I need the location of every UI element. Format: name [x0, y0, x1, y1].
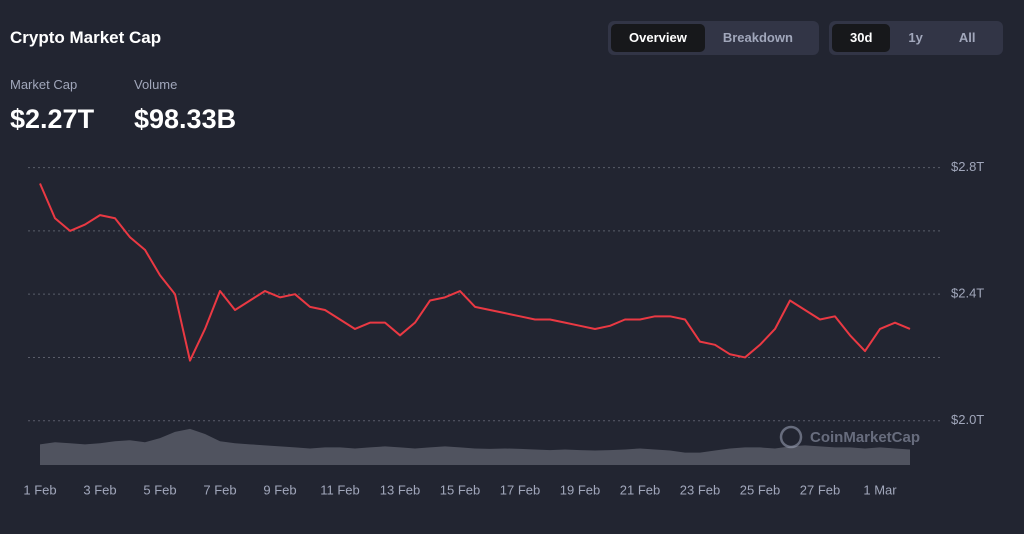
stat: Market Cap $2.27T [10, 77, 94, 135]
volume-area [40, 428, 910, 465]
x-tick-label: 3 Feb [83, 482, 116, 497]
watermark-text: CoinMarketCap [810, 429, 920, 446]
stat-label: Volume [134, 77, 178, 92]
stat-value: $2.27T [10, 104, 95, 134]
x-tick-label: 1 Mar [863, 482, 897, 497]
range-button[interactable]: 30d [832, 24, 891, 52]
watermark: CoinMarketCap [779, 425, 920, 449]
x-tick-label: 27 Feb [800, 482, 840, 497]
tab[interactable]: Overview [611, 24, 705, 52]
y-tick-label: $2.0T [951, 412, 984, 427]
range-button[interactable]: All [958, 30, 976, 45]
x-tick-label: 21 Feb [620, 482, 660, 497]
widget-title: Crypto Market Cap [10, 28, 162, 47]
watermark-logo [779, 425, 803, 449]
x-tick-label: 1 Feb [23, 482, 56, 497]
stat: Volume $98.33B [134, 77, 236, 135]
x-tick-label: 23 Feb [680, 482, 720, 497]
y-tick-label: $2.8T [951, 159, 984, 174]
x-tick-label: 17 Feb [500, 482, 540, 497]
view-tabs: Overview Breakdown [608, 21, 819, 55]
x-tick-label: 7 Feb [203, 482, 236, 497]
stat-label: Market Cap [10, 77, 78, 92]
price-line [39, 183, 911, 362]
y-tick-label: $2.4T [951, 286, 984, 301]
range-button[interactable]: 1y [908, 30, 923, 45]
x-tick-label: 13 Feb [380, 482, 420, 497]
x-tick-label: 5 Feb [143, 482, 176, 497]
range-tabs: 30d 1y All [829, 21, 1003, 55]
plot: $2.0T $2.4T $2.8T 1 Feb 3 Feb 5 Feb 7 Feb 9 Feb… [23, 159, 984, 497]
x-tick-label: 25 Feb [740, 482, 780, 497]
x-tick-label: 15 Feb [440, 482, 480, 497]
x-tick-label: 19 Feb [560, 482, 600, 497]
stat-value: $98.33B [134, 104, 237, 134]
x-tick-label: 11 Feb [320, 482, 360, 497]
tab[interactable]: Breakdown [722, 30, 793, 45]
x-tick-label: 9 Feb [263, 482, 296, 497]
